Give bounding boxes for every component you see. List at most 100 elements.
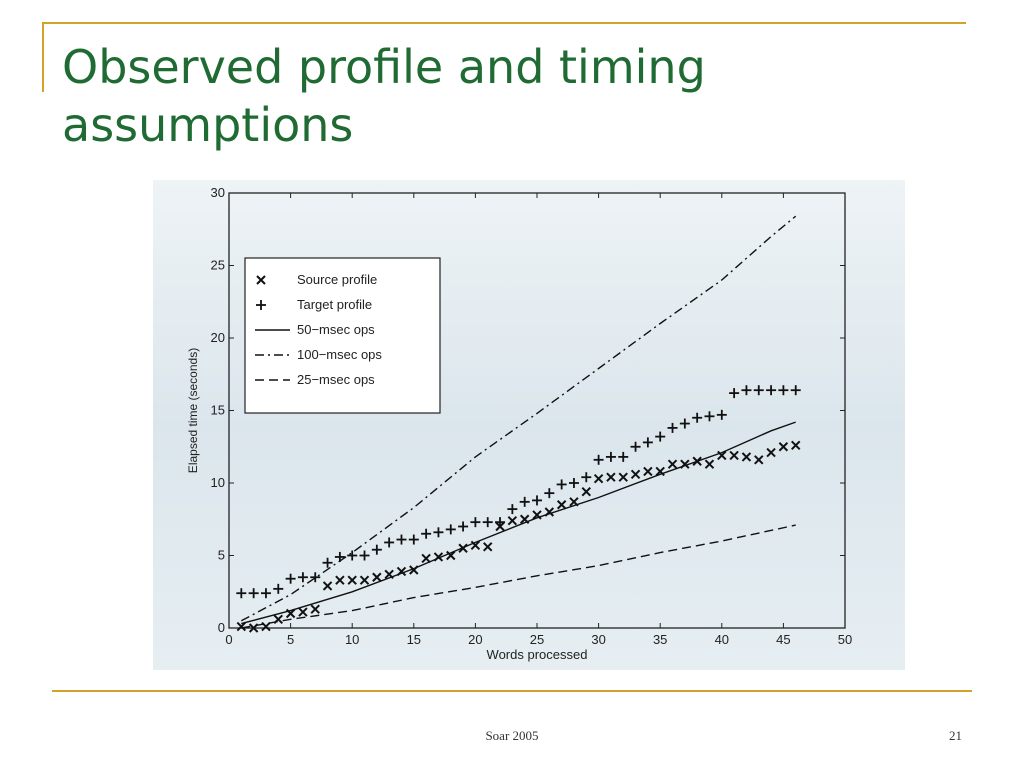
x-marker-stroke [630,469,641,480]
legend-swatch-source-profile [256,275,266,285]
x-marker-stroke [643,466,653,477]
x-marker-stroke [717,450,727,461]
x-marker-stroke [556,500,567,510]
data-point-target-profile [532,495,542,506]
data-point-target-profile [716,409,727,420]
data-point-target-profile [433,527,444,538]
data-point-source-profile [359,575,370,585]
legend-label-source-profile: Source profile [297,272,377,287]
data-point-target-profile [347,550,358,561]
legend-label-25-msec-ops: 25−msec ops [297,372,375,387]
y-tick-label: 20 [211,330,225,345]
data-point-target-profile [655,431,666,442]
x-marker-stroke [667,459,678,469]
series-line-50-msec-ops [241,421,796,625]
legend-label-50-msec-ops: 50−msec ops [297,322,375,337]
x-marker-stroke [483,542,493,552]
x-tick-label: 30 [591,632,605,647]
x-marker-stroke [236,621,247,632]
legend-box [244,257,441,414]
x-marker-stroke [384,569,394,580]
data-point-source-profile [606,472,616,482]
data-point-source-profile [347,575,357,585]
data-point-target-profile [556,479,567,490]
data-point-source-profile [630,469,641,480]
data-point-source-profile [421,553,431,564]
data-point-source-profile [704,459,715,469]
page-number: 21 [949,728,962,743]
x-tick-label: 15 [407,632,421,647]
data-point-target-profile [766,385,777,396]
x-marker-stroke [359,575,370,585]
chart-figure: 0 5 10 15 20 25 30 35 40 45 50 0 5 10 15 20 25 30 Words pr… [153,180,905,670]
data-point-target-profile [310,572,321,583]
legend-label-target-profile: Target profile [297,297,372,312]
data-point-source-profile [310,604,320,614]
data-point-source-profile [717,450,727,461]
x-marker-stroke [470,540,481,551]
data-point-source-profile [766,447,776,458]
data-point-target-profile [236,588,247,599]
data-point-target-profile [482,517,493,528]
x-tick-label: 5 [287,632,294,647]
data-point-target-profile [322,557,333,568]
x-tick-label: 45 [776,632,790,647]
x-tick-label: 0 [225,632,232,647]
data-point-target-profile [692,412,703,423]
x-axis-label: Words processed [487,647,588,662]
data-point-source-profile [741,452,752,462]
x-marker-stroke [285,608,296,619]
x-marker-stroke [310,604,320,614]
y-tick-label: 10 [211,475,225,490]
data-point-target-profile [285,573,296,584]
bottom-rule [52,690,972,692]
x-marker-stroke [298,607,308,617]
data-point-target-profile [667,422,678,433]
series-line-25-msec-ops [241,524,796,629]
data-point-source-profile [236,621,247,632]
x-tick-label: 10 [345,632,359,647]
x-marker-stroke [655,466,665,477]
top-rule [42,22,966,24]
data-point-target-profile [704,411,715,422]
data-point-target-profile [458,521,469,532]
x-marker-stroke [729,450,739,461]
data-point-source-profile [593,473,604,484]
x-marker-stroke [569,497,579,507]
x-marker-stroke [256,275,266,285]
x-marker-stroke [606,472,616,482]
data-point-target-profile [544,488,555,499]
x-marker-stroke [507,515,518,526]
data-point-source-profile [667,459,678,469]
x-marker-stroke [741,452,752,462]
data-point-target-profile [408,534,419,545]
data-point-target-profile [248,588,259,599]
data-point-target-profile [495,517,506,528]
data-point-target-profile [359,550,370,561]
x-marker-stroke [778,442,789,452]
x-marker-stroke [618,472,628,482]
data-point-target-profile [729,388,740,399]
data-point-target-profile [297,572,308,583]
data-point-source-profile [372,572,382,582]
data-point-source-profile [335,575,345,585]
data-point-target-profile [507,504,518,515]
y-axis-label: Elapsed time (seconds) [186,348,200,473]
title-accent-bar [42,22,44,92]
data-point-source-profile [446,550,456,561]
data-point-source-profile [643,466,653,477]
x-marker-stroke [791,440,801,451]
slide-title: Observed profile and timing assumptions [62,40,706,152]
y-tick-label: 30 [211,185,225,200]
data-point-target-profile [630,441,641,452]
legend-swatch-target-profile [256,300,266,310]
data-point-target-profile [260,588,271,599]
data-point-source-profile [778,442,789,452]
x-marker-stroke [421,553,431,564]
x-marker-stroke [261,621,271,632]
x-tick-label: 50 [838,632,852,647]
data-point-source-profile [729,450,739,461]
data-point-target-profile [741,385,752,396]
data-point-source-profile [298,607,308,617]
